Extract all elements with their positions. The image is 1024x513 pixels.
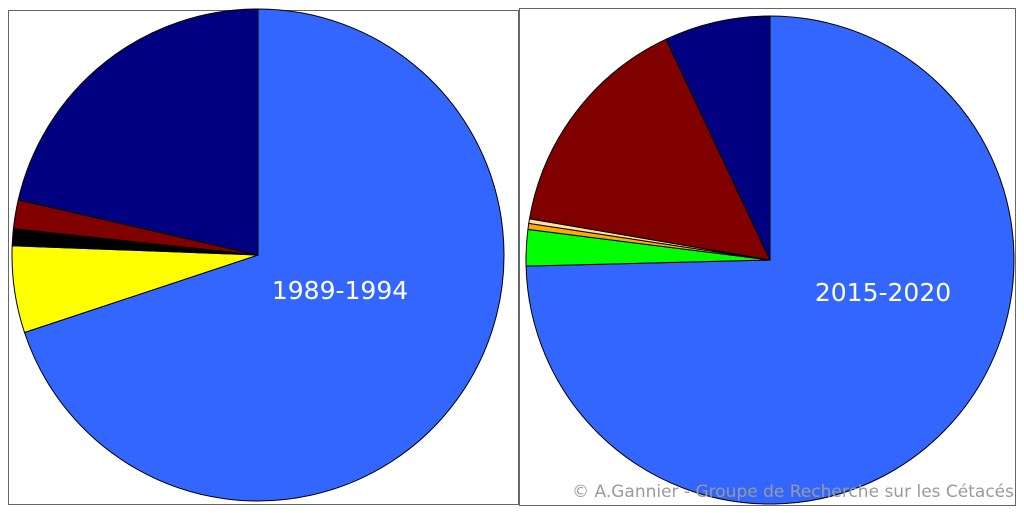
pie-slice: [525, 15, 1015, 505]
pie-slice: [17, 8, 259, 256]
pie-title: 1989-1994: [272, 276, 408, 305]
pie-slice: [528, 38, 771, 261]
pie-title: 2015-2020: [815, 278, 951, 307]
pie-slice: [23, 8, 505, 502]
pie-slice: [665, 15, 771, 261]
credit: © A.Gannier - Groupe de Recherche sur le…: [572, 482, 1014, 502]
